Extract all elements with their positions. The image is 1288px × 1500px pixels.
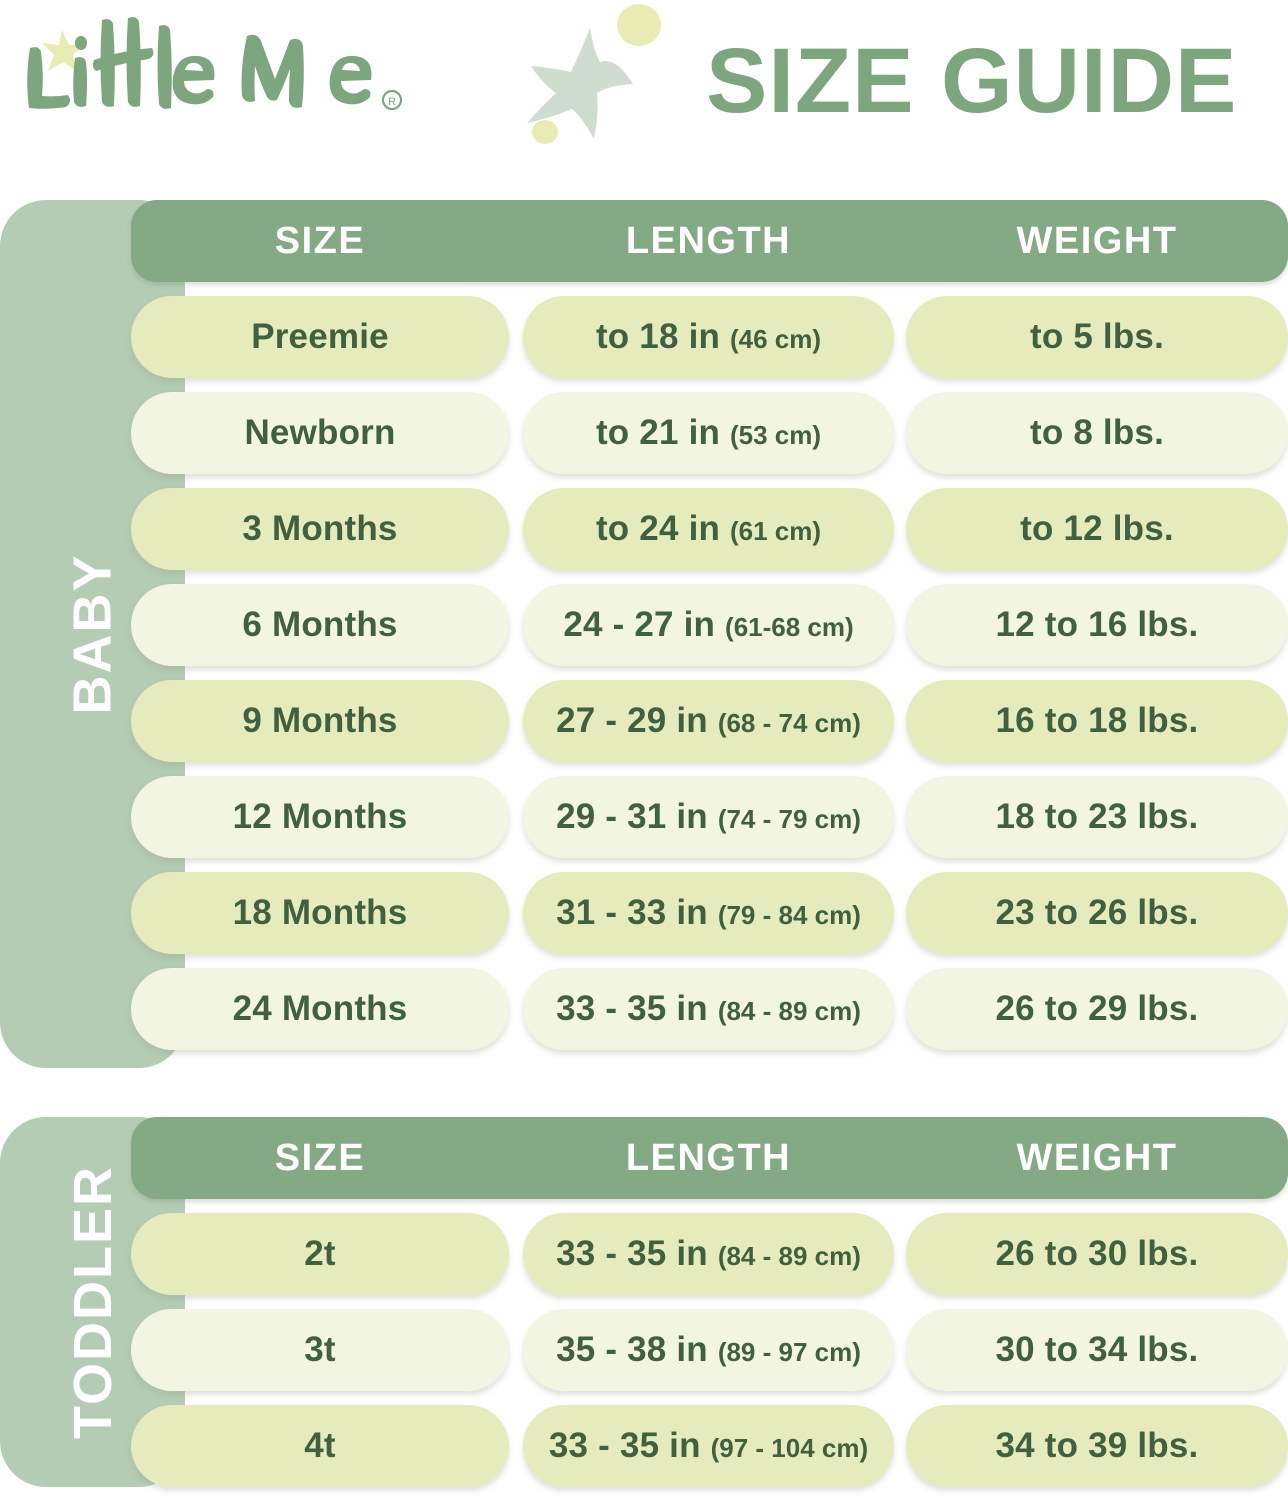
- dot-icon-small: [532, 120, 558, 144]
- logo-svg: R: [27, 17, 403, 111]
- column-header-weight: WEIGHT: [1016, 219, 1178, 262]
- cell-weight: to 12 lbs.: [906, 488, 1288, 570]
- cell-size: 24 Months: [131, 968, 509, 1050]
- column-header-size: SIZE: [274, 1136, 366, 1179]
- cell-length: to 18 in (46 cm): [523, 296, 894, 378]
- cell-size: 4t: [131, 1405, 509, 1487]
- cell-size: 9 Months: [131, 680, 509, 762]
- cell-length: 24 - 27 in (61-68 cm): [523, 584, 894, 666]
- page-header: R SIZE GUIDE: [0, 0, 1288, 190]
- cell-size: 18 Months: [131, 872, 509, 954]
- cell-size: 6 Months: [131, 584, 509, 666]
- cell-size: 3t: [131, 1309, 509, 1391]
- column-header-length: LENGTH: [625, 1136, 792, 1179]
- cell-size: Preemie: [131, 296, 509, 378]
- cell-weight: 34 to 39 lbs.: [906, 1405, 1288, 1487]
- cell-length: 29 - 31 in (74 - 79 cm): [523, 776, 894, 858]
- header-pill: [131, 1117, 1288, 1199]
- page-title: SIZE GUIDE: [706, 30, 1238, 132]
- cell-length: to 24 in (61 cm): [523, 488, 894, 570]
- cell-length: 31 - 33 in (79 - 84 cm): [523, 872, 894, 954]
- cell-weight: 30 to 34 lbs.: [906, 1309, 1288, 1391]
- star-svg: [527, 4, 661, 144]
- cell-length: 33 - 35 in (97 - 104 cm): [523, 1405, 894, 1487]
- cell-weight: 16 to 18 lbs.: [906, 680, 1288, 762]
- cell-weight: 23 to 26 lbs.: [906, 872, 1288, 954]
- cell-weight: 26 to 30 lbs.: [906, 1213, 1288, 1295]
- cell-size: 12 Months: [131, 776, 509, 858]
- cell-length: 27 - 29 in (68 - 74 cm): [523, 680, 894, 762]
- cell-weight: 12 to 16 lbs.: [906, 584, 1288, 666]
- cell-size: 2t: [131, 1213, 509, 1295]
- dot-icon-large: [617, 4, 661, 46]
- cell-weight: to 8 lbs.: [906, 392, 1288, 474]
- cell-weight: 26 to 29 lbs.: [906, 968, 1288, 1050]
- cell-length: 35 - 38 in (89 - 97 cm): [523, 1309, 894, 1391]
- cell-length: to 21 in (53 cm): [523, 392, 894, 474]
- registered-mark-icon: [381, 89, 403, 111]
- star-icon: [527, 28, 633, 139]
- cell-size: Newborn: [131, 392, 509, 474]
- little-me-logo: R: [18, 14, 478, 144]
- cell-size: 3 Months: [131, 488, 509, 570]
- column-header-size: SIZE: [274, 219, 366, 262]
- decorative-star-group: [487, 2, 687, 162]
- cell-length: 33 - 35 in (84 - 89 cm): [523, 968, 894, 1050]
- column-header-length: LENGTH: [625, 219, 792, 262]
- column-header-weight: WEIGHT: [1016, 1136, 1178, 1179]
- svg-text:R: R: [388, 96, 396, 108]
- header-pill: [131, 200, 1288, 282]
- side-label-text: TODDLER: [62, 1164, 123, 1440]
- cell-length: 33 - 35 in (84 - 89 cm): [523, 1213, 894, 1295]
- cell-weight: 18 to 23 lbs.: [906, 776, 1288, 858]
- logo-star-icon: [42, 30, 86, 72]
- cell-weight: to 5 lbs.: [906, 296, 1288, 378]
- side-label-text: BABY: [62, 553, 123, 715]
